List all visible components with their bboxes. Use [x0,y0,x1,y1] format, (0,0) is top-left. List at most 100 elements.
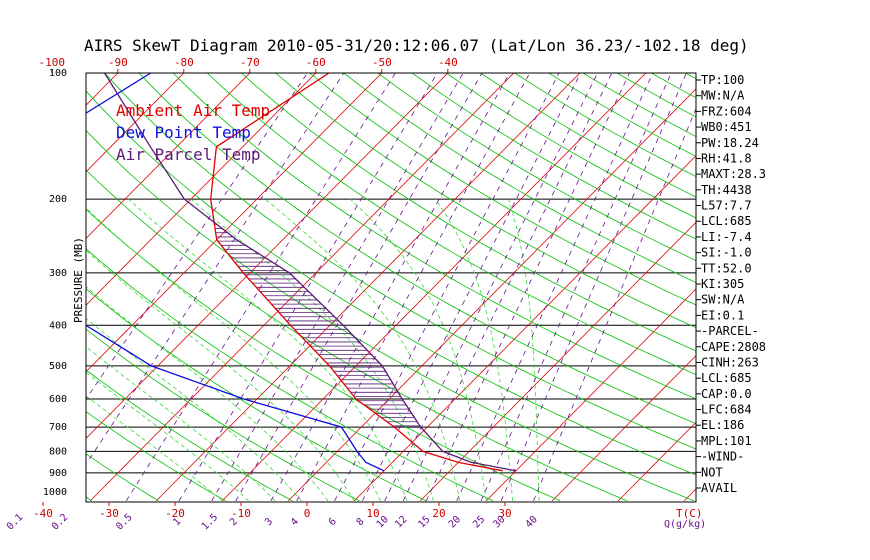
dry-adiabat-line [275,73,696,329]
isotherm-line [86,73,119,106]
pressure-tick-label: 900 [49,468,67,479]
index-label: CAP:0.0 [701,387,752,401]
index-label: WB0:451 [701,120,752,134]
index-label: EL:186 [701,418,744,432]
bottom-temp-tick-label: 30 [498,507,511,520]
bottom-temp-tick-label: -10 [231,507,251,520]
mixing-ratio-tick-label: 20 [447,514,463,530]
air-parcel-temp-line [104,73,517,472]
mixing-ratio-line [178,73,438,502]
mixing-ratio-tick-label: 15 [416,514,432,530]
pressure-tick-label: 200 [49,194,67,205]
moist-adiabat-line [86,286,329,502]
isotherm-line [89,73,515,502]
mixing-ratio-tick-label: 6 [327,516,339,528]
index-label: FRZ:604 [701,104,752,118]
mixing-ratio-tick-label: 40 [524,514,540,530]
dry-adiabat-line [86,369,293,502]
moist-adiabat-line [508,198,540,501]
top-temp-tick-label: -80 [174,56,194,69]
legend-entry: Dew Point Temp [116,123,251,142]
top-temp-tick-label: -60 [306,56,326,69]
pressure-tick-label: 800 [49,446,67,457]
mixing-ratio-tick-label: 1.5 [200,512,221,533]
isotherm-line [617,421,696,502]
dry-adiabat-line [104,73,696,450]
mixing-ratio-tick-label: 3 [263,516,275,528]
mixing-ratio-line [211,73,464,502]
legend-entry: Ambient Air Temp [116,101,270,120]
dry-adiabat-line [86,288,427,502]
dry-adiabat-line [822,73,870,501]
y-axis-label: PRESSURE (MB) [72,237,85,323]
plot-frame [85,72,697,503]
mixing-ratio-line [533,107,696,502]
mixing-ratio-tick-label: 12 [393,514,409,530]
top-temp-tick-label: -90 [108,56,128,69]
dry-adiabat-line [411,73,696,240]
isotherm-line [86,73,317,306]
dry-adiabat-line [0,73,25,501]
isotherm-line [287,88,696,502]
isotherm-lines [86,73,696,502]
profile-lines [86,73,517,472]
pressure-tick-label: 600 [49,394,67,405]
dry-adiabat-lines [0,73,870,502]
moist-adiabat-line [86,207,381,502]
index-label: SI:-1.0 [701,246,752,260]
bottom-temp-tick-label: 20 [432,507,445,520]
ambient-air-temp-line [210,73,503,472]
index-label: LFC:684 [701,403,752,417]
moist-adiabat-line [128,198,408,502]
pressure-axis: 100 200 300 400 500 600 700 800 900 1000 [43,68,67,498]
mixing-ratio-axis: 0.1 0.2 0.5 1 1.5 2 3 4 6 8 10 12 15 20 25 30 40 [5,512,540,533]
index-label: LI:-7.4 [701,230,752,244]
index-label: CAPE:2808 [701,340,766,354]
top-temp-tick-label: -70 [240,56,260,69]
legend-entry: Air Parcel Temp [116,145,261,164]
index-label: MPL:101 [701,434,752,448]
isobar-lines [86,198,696,474]
dry-adiabat-line [86,453,159,502]
isotherm-line [485,288,696,502]
dry-adiabat-line [86,129,695,502]
isotherm-line [86,73,449,440]
dry-adiabat-line [86,169,628,502]
dry-adiabat-line [309,73,696,306]
index-label: TT:52.0 [701,261,752,275]
dew-point-temp-line [86,73,385,472]
pressure-tick-label: 400 [49,320,67,331]
bottom-temp-tick-label: -40 [33,507,53,520]
isotherm-line [86,73,251,240]
moist-adiabat-line [86,346,276,502]
index-label: NOT [701,465,723,479]
pressure-tick-label: 700 [49,422,67,433]
moist-adiabat-lines [86,198,540,502]
index-label: MAXT:28.3 [701,167,766,181]
mixing-ratio-tick-label: 25 [471,514,487,530]
plot-area [0,73,870,502]
dry-adiabat-line [206,73,696,376]
bottom-temp-tick-label: -30 [99,507,119,520]
dry-adiabat-line [754,73,870,501]
dry-adiabat-line [86,328,360,502]
dry-adiabat-line [172,73,696,400]
cape-hatch [214,223,420,427]
index-label: TH:4438 [701,183,752,197]
dry-adiabat-line [86,411,226,502]
isotherm-line [221,73,647,502]
index-label: CINH:263 [701,355,759,369]
moist-adiabat-line [190,198,434,502]
chart-title: AIRS SkewT Diagram 2010-05-31/20:12:06.0… [84,36,749,55]
dry-adiabat-line [514,73,696,178]
mixing-ratio-line [235,73,483,502]
index-label: PW:18.24 [701,136,759,150]
moist-adiabat-line [86,371,249,502]
dry-adiabat-line [343,73,696,283]
dry-adiabat-line [86,208,561,502]
mixing-ratio-line [86,73,308,400]
bottom-temp-tick-label: 10 [366,507,379,520]
